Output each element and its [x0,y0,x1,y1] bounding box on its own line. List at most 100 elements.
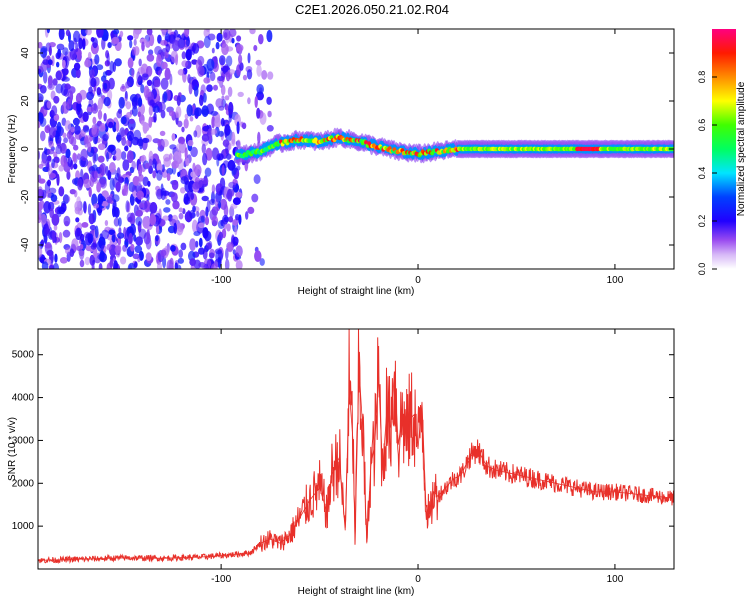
snr-plot-area [38,329,674,569]
noise-cell [118,174,123,186]
noise-cell [105,165,109,176]
noise-cell [133,46,140,56]
noise-cell [55,83,63,94]
noise-cell [62,132,67,138]
noise-cell [55,70,62,81]
noise-cell [63,215,71,227]
colorbar-tick-label: 0.0 [697,263,707,276]
noise-cell [189,238,197,252]
noise-cell [84,59,92,68]
noise-cell [87,141,92,153]
noise-cell [101,201,109,207]
y-tick-label: 0 [20,146,31,152]
noise-cell [180,176,189,185]
noise-cell [176,95,181,107]
noise-cell [114,58,122,67]
noise-cell [114,245,122,254]
noise-cell [221,164,225,176]
noise-cell [193,231,201,237]
noise-cell [210,263,218,269]
noise-cell [225,55,233,67]
noise-cell [110,148,117,156]
noise-cell [46,249,54,257]
noise-cell [123,183,129,197]
noise-cell [232,197,241,206]
noise-cell [135,209,143,217]
noise-cell [144,162,150,169]
noise-cell [152,158,157,169]
noise-cell [173,222,177,234]
noise-cell [222,214,229,225]
noise-cell [108,229,116,235]
noise-cell [156,163,163,172]
noise-cell [96,29,104,38]
noise-cell [127,35,134,41]
noise-cell [227,159,236,171]
noise-cell [167,29,172,35]
noise-cell [83,125,90,133]
noise-cell [38,41,43,49]
noise-cell [145,41,151,48]
noise-cell [75,92,83,104]
noise-cell [58,165,64,172]
noise-cell [47,75,53,86]
snr-x-ticks: -100 0 100 [211,329,624,585]
noise-cell [192,181,201,190]
noise-cell [89,224,97,231]
noise-cell [157,262,162,269]
noise-cell [99,163,107,176]
spectrogram-panel: -100 0 100 -40 -20 0 20 40 Height of straight … [7,28,675,297]
noise-cell [82,172,90,185]
noise-cell [254,96,258,108]
noise-cell [191,219,198,233]
signal-core [364,140,368,145]
noise-cell [97,155,105,163]
noise-cell [40,130,46,142]
noise-cell [228,216,234,223]
spectrogram-x-label: Height of straight line (km) [298,286,415,297]
noise-cell [177,120,183,128]
noise-cell [90,77,97,88]
noise-cell [85,233,93,246]
noise-cell [132,253,140,260]
noise-cell [218,105,225,111]
noise-cell [45,158,50,172]
noise-cell [62,229,71,238]
noise-cell [225,71,231,82]
x-tick-label: 0 [415,574,421,585]
noise-cell [211,47,215,54]
noise-cell [38,186,43,198]
noise-cell [70,136,77,147]
noise-cell [174,262,178,269]
noise-cell [134,261,138,269]
noise-cell [62,68,69,76]
noise-cell [209,71,216,82]
noise-cell [266,125,274,132]
noise-cell [261,70,268,80]
noise-cell [197,55,205,66]
noise-cell [234,214,240,221]
noise-cell [266,96,272,105]
noise-cell [75,42,79,53]
noise-cell [94,225,99,239]
noise-cell [138,74,143,82]
noise-cell [215,98,224,109]
noise-cell [133,234,137,242]
noise-cell [118,217,122,227]
noise-cell [131,105,138,117]
noise-cell [187,74,191,84]
noise-cell [210,128,217,135]
noise-cell [89,69,95,79]
noise-cell [38,178,46,184]
noise-cell [136,190,144,200]
noise-cell [245,211,249,220]
noise-cell [128,232,133,245]
noise-cell [38,201,43,212]
noise-cell [183,118,189,129]
noise-cell [91,124,97,135]
noise-cell [221,95,225,101]
noise-cell [198,222,205,229]
noise-cell [232,249,236,255]
noise-cell [163,157,171,168]
noise-cell [51,105,58,116]
